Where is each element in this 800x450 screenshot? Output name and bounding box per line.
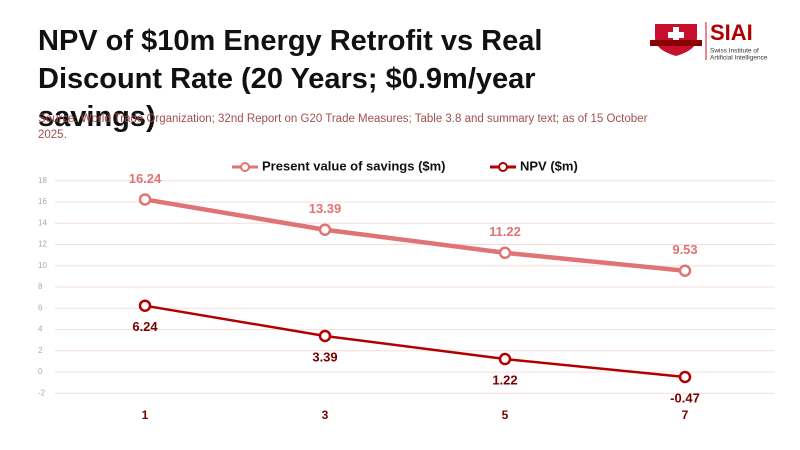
logo-tagline: Swiss Institute of — [710, 48, 759, 55]
x-tick-label: 1 — [142, 408, 149, 422]
logo-ribbon — [650, 40, 702, 46]
chart-title: NPV of $10m Energy Retrofit vs Real Disc… — [38, 25, 543, 133]
logo-tagline: Artificial Intelligence — [710, 55, 768, 62]
data-point — [678, 264, 692, 277]
y-tick-label: 12 — [38, 240, 47, 249]
data-label: 6.24 — [132, 319, 158, 334]
logo-cross — [668, 32, 684, 38]
x-tick-label: 7 — [682, 408, 689, 422]
y-tick-label: 10 — [38, 261, 47, 270]
legend-marker — [498, 162, 508, 172]
legend-label: Present value of savings ($m) — [262, 158, 446, 173]
data-point — [138, 193, 152, 206]
y-tick-label: 6 — [38, 303, 43, 312]
data-point — [318, 223, 332, 236]
data-label: 16.24 — [129, 171, 162, 186]
chart-subtitle: Source: World Trade Organization; 32nd R… — [38, 113, 648, 141]
data-label: 1.22 — [492, 372, 517, 387]
data-point — [678, 370, 692, 384]
y-tick-label: 4 — [38, 325, 43, 334]
y-tick-label: 16 — [38, 197, 47, 206]
series-line — [144, 197, 686, 273]
data-point — [498, 352, 512, 366]
y-tick-label: 8 — [38, 282, 43, 291]
logo-name: SIAI — [710, 20, 753, 45]
data-label: 3.39 — [312, 349, 337, 364]
logo: SIAI Swiss Institute of Artificial Intel… — [650, 20, 768, 62]
legend-label: NPV ($m) — [520, 158, 578, 173]
data-point — [318, 329, 332, 343]
legend-marker — [240, 162, 250, 172]
x-tick-label: 3 — [322, 408, 329, 422]
y-tick-label: 0 — [38, 367, 43, 376]
y-tick-label: 14 — [38, 218, 47, 227]
y-tick-label: -2 — [38, 388, 46, 397]
data-label: 11.22 — [489, 224, 521, 239]
data-label: -0.47 — [670, 390, 700, 405]
y-tick-label: 2 — [38, 346, 43, 355]
data-label: 9.53 — [672, 242, 697, 257]
data-point — [138, 299, 152, 312]
y-tick-label: 18 — [38, 176, 47, 185]
series-line — [144, 304, 686, 379]
data-label: 13.39 — [309, 201, 342, 216]
data-point — [498, 246, 512, 260]
x-tick-label: 5 — [502, 408, 509, 422]
